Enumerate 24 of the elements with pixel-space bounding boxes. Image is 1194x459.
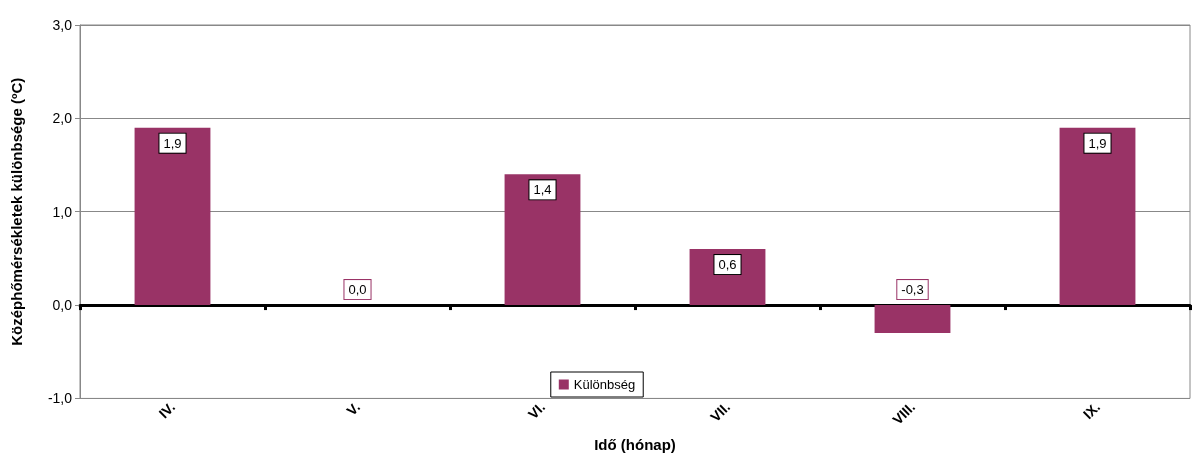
legend-label: Különbség (573, 377, 636, 392)
data-label: -0,3 (901, 282, 924, 298)
x-tick-label: VII. (707, 398, 734, 425)
data-label: 1,9 (1088, 135, 1107, 151)
x-tick-label: V. (343, 398, 364, 419)
bar (874, 305, 951, 334)
x-tick-label: IX. (1079, 398, 1104, 423)
x-tick-label: IV. (155, 398, 179, 422)
bar (1059, 127, 1136, 306)
data-label: 1,9 (163, 135, 182, 151)
data-label: 0,6 (718, 257, 737, 273)
x-tick-label: VIII. (889, 398, 919, 428)
bar (504, 174, 581, 306)
x-axis-title: Idő (hónap) (594, 435, 676, 453)
bar (134, 127, 211, 306)
y-tick-label: -1,0 (47, 390, 73, 407)
data-label: 1,4 (533, 182, 552, 198)
y-tick-label: 2,0 (52, 110, 73, 127)
x-tick-label: VI. (524, 398, 549, 423)
data-label: 0,0 (348, 282, 367, 298)
y-tick-label: 3,0 (52, 17, 73, 33)
y-tick-label: 0,0 (52, 297, 73, 314)
y-axis-title: Középhőmérsékletek különbsége (ºC) (8, 77, 25, 346)
y-tick-label: 1,0 (52, 203, 73, 220)
